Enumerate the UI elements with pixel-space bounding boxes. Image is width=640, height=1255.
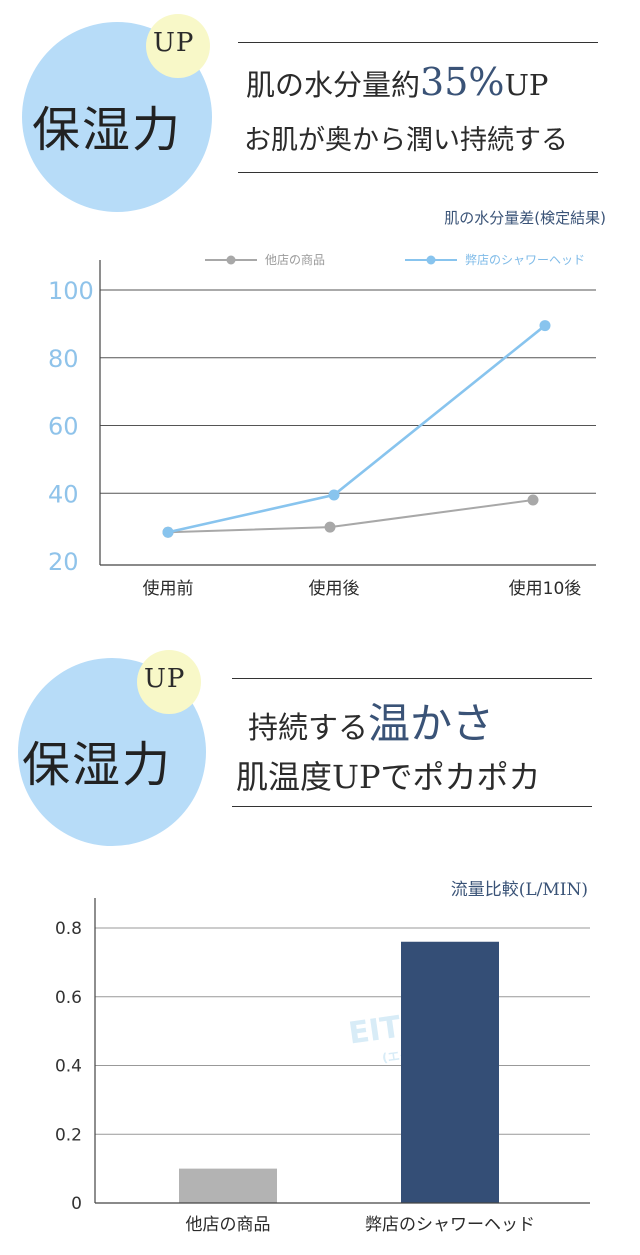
section1-headline-1: 肌の水分量約35%UP xyxy=(246,60,549,104)
section1-bottom-rule xyxy=(238,172,598,173)
legend-label: 弊店のシャワーヘッド xyxy=(465,252,585,267)
y-tick-label: 0.8 xyxy=(55,919,82,939)
y-tick-label: 0 xyxy=(71,1194,82,1214)
data-point xyxy=(539,320,551,332)
y-tick-label: 20 xyxy=(48,548,79,576)
y-tick-label: 40 xyxy=(48,480,79,508)
chart1-title: 肌の水分量差(検定結果) xyxy=(444,209,606,227)
bar-1 xyxy=(179,1168,277,1203)
section2-up-badge xyxy=(137,650,201,714)
data-point xyxy=(328,489,340,501)
y-tick-label: 0.4 xyxy=(55,1057,82,1077)
data-point xyxy=(162,526,174,538)
data-point xyxy=(324,521,336,533)
section1-headline-2: お肌が奥から潤い持続する xyxy=(244,125,568,156)
x-category-label: 使用後 xyxy=(309,578,360,599)
series-line-1 xyxy=(167,499,534,534)
legend-marker xyxy=(426,255,436,265)
legend-marker xyxy=(226,255,236,265)
y-tick-label: 80 xyxy=(48,345,79,373)
legend-label: 他店の商品 xyxy=(265,252,325,267)
section2-bottom-rule xyxy=(232,806,592,807)
section2-headline-1: 持続する温かさ xyxy=(248,699,495,748)
section1-title: 保湿力 xyxy=(32,102,183,158)
section1-up-label: UP xyxy=(153,28,195,58)
series-line-2 xyxy=(167,324,546,534)
section2-accent-value: 温かさ xyxy=(368,699,495,748)
section1-top-rule xyxy=(238,42,598,43)
x-category-label: 他店の商品 xyxy=(186,1215,271,1235)
x-category-label: 使用10後 xyxy=(509,578,582,599)
data-point xyxy=(527,494,539,506)
section2-up-label: UP xyxy=(144,664,186,694)
bar-chart: EITOKU(エイトク) 00.20.40.60.8 他店の商品弊店のシャワーヘ… xyxy=(55,898,590,1235)
section2-headline-2: 肌温度UPでポカポカ xyxy=(236,758,541,796)
x-category-label: 弊店のシャワーヘッド xyxy=(365,1215,535,1235)
line-chart: 20 40 60 80 100 使用前 使用後 使用10後 他店の商品 弊店のシャワーヘッド xyxy=(48,252,596,599)
y-tick-label: 100 xyxy=(48,277,94,305)
chart2-title: 流量比較(L/MIN) xyxy=(450,880,588,900)
y-tick-label: 0.6 xyxy=(55,988,82,1008)
y-tick-label: 60 xyxy=(48,413,79,441)
bar-2 xyxy=(401,941,499,1203)
x-category-label: 使用前 xyxy=(143,578,194,599)
section2-title: 保湿力 xyxy=(22,737,173,793)
y-tick-label: 0.2 xyxy=(55,1125,82,1145)
section1-up-badge xyxy=(146,14,210,78)
section2-top-rule xyxy=(232,678,592,679)
section1-accent-value: 35% xyxy=(420,60,505,104)
